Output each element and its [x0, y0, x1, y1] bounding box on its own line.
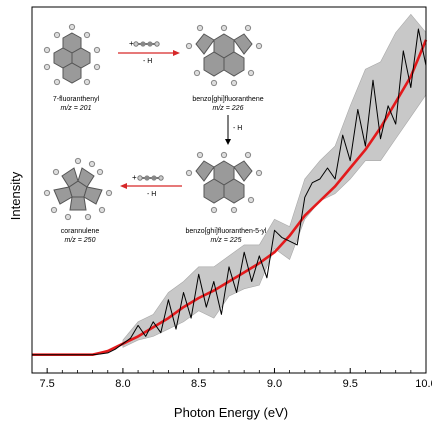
x-tick-label: 9.5 [343, 378, 358, 390]
x-tick-label: 10.0 [415, 378, 432, 390]
y-axis-label: Intensity [8, 171, 23, 220]
x-axis-ticks: 7.5 8.0 8.5 9.0 9.5 10.0 [40, 368, 432, 390]
molecule-benzo-ghi-fluoranthen-5-yl [185, 151, 263, 214]
reaction-arrowhead-2 [225, 139, 231, 145]
acetylene-icon-1 [133, 41, 160, 47]
x-tick-label: 8.0 [115, 378, 130, 390]
molecule-name-4: corannulene [61, 228, 100, 235]
reaction-arrowhead-3 [120, 183, 127, 189]
molecule-benzo-ghi-fluoranthene [185, 24, 263, 87]
arrow-label-plus-2: + [132, 173, 137, 182]
arrow-label-plus-1: + [129, 39, 134, 48]
molecule-mz-1: m/z = 201 [61, 105, 92, 112]
x-tick-label: 9.0 [267, 378, 282, 390]
arrow-label-minus-h-1: - H [143, 58, 152, 65]
uncertainty-band [122, 13, 427, 348]
x-tick-label: 8.5 [191, 378, 206, 390]
molecule-corannulene [43, 157, 113, 221]
x-axis-label: Photon Energy (eV) [174, 405, 288, 420]
arrow-label-minus-h-2: - H [233, 125, 242, 132]
molecule-7-fluoranthenyl [43, 23, 101, 86]
arrow-label-minus-h-3: - H [147, 191, 156, 198]
band-area [122, 13, 427, 348]
molecule-name-1: 7-fluoranthenyl [53, 96, 100, 103]
molecule-name-3: benzo[ghi]fluoranthen-5-yl [186, 228, 267, 235]
acetylene-icon-2 [137, 175, 164, 181]
fit-curve-layer [32, 39, 428, 356]
measured-curve [32, 28, 427, 356]
molecule-mz-3: m/z = 225 [211, 237, 242, 244]
reaction-arrowhead-1 [173, 50, 180, 56]
measured-curve-layer [32, 28, 427, 356]
molecule-mz-2: m/z = 226 [213, 105, 244, 112]
fit-curve [32, 39, 428, 356]
molecule-name-2: benzo[ghi]fluoranthene [192, 96, 263, 103]
molecule-mz-4: m/z = 250 [65, 237, 96, 244]
reaction-scheme: 7-fluoranthenyl m/z = 201 + - H benzo[gh… [43, 23, 267, 244]
x-tick-label: 7.5 [40, 378, 55, 390]
